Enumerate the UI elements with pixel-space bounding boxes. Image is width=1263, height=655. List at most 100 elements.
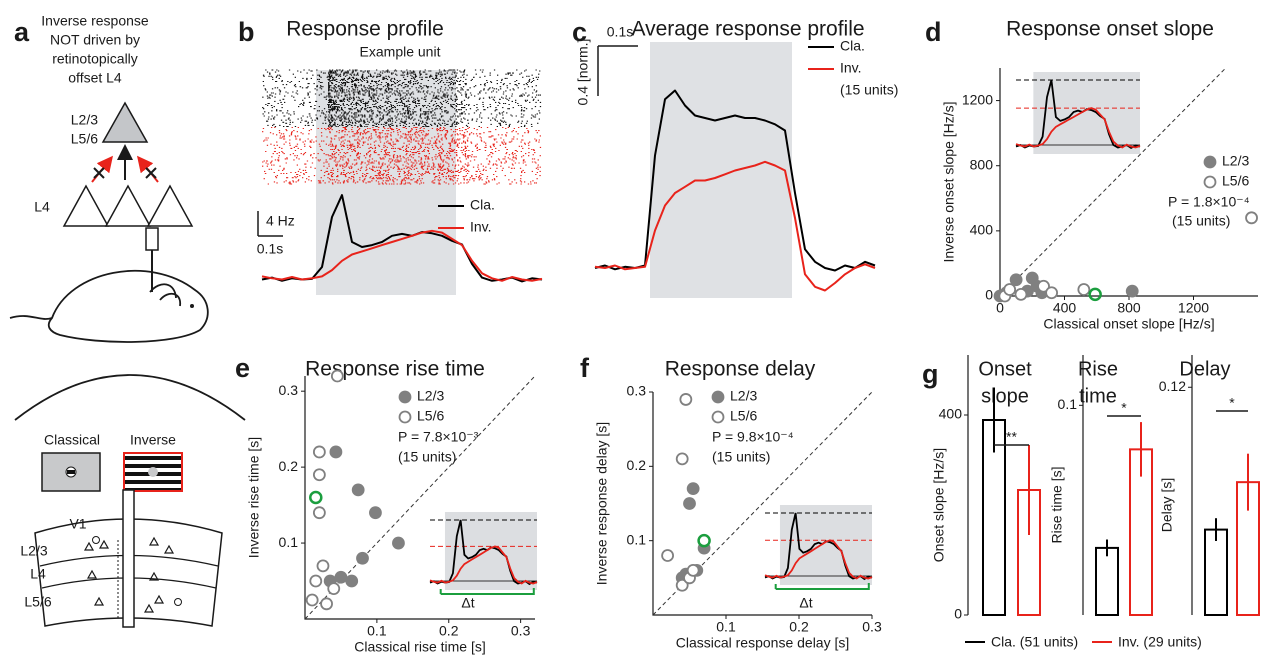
legend-marker <box>398 410 412 424</box>
chart-title: time <box>1079 385 1117 407</box>
legend-label: Inv. <box>470 219 492 235</box>
point <box>329 445 343 459</box>
stat-note: (15 units) <box>398 449 456 465</box>
x-tick-label: 800 <box>1117 300 1141 316</box>
inset-window <box>444 512 537 590</box>
point <box>345 574 359 588</box>
chart-title: Response profile <box>286 18 444 41</box>
inset-trace <box>429 545 538 585</box>
legend-marker <box>398 390 412 404</box>
legend-label: Inv. (29 units) <box>1118 634 1202 650</box>
legend-label: L5/6 <box>417 408 444 424</box>
inset-trace <box>1015 107 1141 149</box>
legend-marker <box>711 390 725 404</box>
significance-label: ** <box>1006 429 1017 445</box>
layer-label: L2/3 <box>20 543 47 559</box>
point <box>675 578 689 592</box>
x-axis-label: Classical response delay [s] <box>676 635 850 651</box>
unity-line <box>999 67 1227 297</box>
inset-window <box>1033 72 1140 154</box>
block-mark <box>93 167 157 179</box>
legend-label: Cla. (51 units) <box>991 634 1078 650</box>
stimulus-hole <box>148 467 158 477</box>
point <box>1045 286 1058 300</box>
stat-label: P = 9.8×10⁻⁴ <box>712 429 794 445</box>
cell-icon <box>83 536 175 613</box>
panel-letter: a <box>14 17 30 47</box>
x-tick-label: 0.2 <box>439 623 459 639</box>
point <box>1125 284 1139 298</box>
y-tick-label: 0.1 <box>627 531 647 547</box>
point <box>686 482 700 496</box>
y-axis-label: Delay [s] <box>1159 478 1175 532</box>
chart-title: Onset <box>978 358 1032 380</box>
stimulus-window <box>650 42 792 298</box>
point <box>1077 283 1091 296</box>
raster-cla <box>262 69 542 128</box>
significance-label: * <box>1121 400 1127 416</box>
example-unit <box>309 490 323 505</box>
x-tick-label: 0.1 <box>716 619 736 635</box>
x-tick-label: 0.1 <box>367 623 387 639</box>
neuron-l4 <box>146 184 194 227</box>
mouse <box>9 269 209 343</box>
chart-title: Delay <box>1179 358 1230 380</box>
legend-label: Cla. <box>840 38 865 54</box>
legend-marker <box>1203 175 1217 189</box>
x-axis-label: Classical rise time [s] <box>354 639 485 655</box>
raster-inv <box>262 126 542 185</box>
point <box>661 549 674 562</box>
point <box>679 393 693 406</box>
stimulus-label: Classical <box>44 432 100 448</box>
legend-note: (15 units) <box>840 82 898 98</box>
bar <box>1204 528 1228 616</box>
y-tick-label: 0.3 <box>627 383 647 399</box>
y-axis-label: Rise time [s] <box>1049 466 1065 543</box>
panel-letter: f <box>580 353 590 383</box>
point <box>312 506 326 520</box>
layer-label: L4 <box>30 566 46 582</box>
legend-label: Cla. <box>470 197 495 213</box>
y-tick-label: 0.3 <box>279 382 299 398</box>
y-tick-label: 400 <box>939 406 963 422</box>
caption-line: offset L4 <box>68 70 122 86</box>
chart-title: slope <box>981 385 1029 407</box>
probe <box>122 489 135 628</box>
y-tick-label: 0.2 <box>627 457 647 473</box>
ball <box>14 374 246 421</box>
cell-icon <box>92 536 100 544</box>
point <box>683 497 696 510</box>
legend-label: L5/6 <box>1222 173 1249 189</box>
neuron-top <box>101 101 149 143</box>
chart-title: Response onset slope <box>1006 18 1214 41</box>
point <box>392 536 405 550</box>
cell-icon <box>174 598 182 606</box>
layer-label: L5/6 <box>24 594 51 610</box>
panel-letter: d <box>925 17 942 47</box>
legend-label: L2/3 <box>1222 153 1249 169</box>
point <box>369 506 382 520</box>
scalebar-label: 0.1s <box>257 241 283 257</box>
layer-label: L2/3 <box>71 112 98 128</box>
scalebar-label: 0.4 [norm.] <box>575 39 591 106</box>
point <box>330 369 344 383</box>
legend-label: L5/6 <box>730 408 757 424</box>
point <box>312 468 326 482</box>
y-axis-label: Inverse rise time [s] <box>246 437 262 558</box>
x-tick-label: 0.3 <box>511 623 531 639</box>
y-tick-label: 1200 <box>962 91 993 107</box>
chart-title: Average response profile <box>631 18 864 41</box>
x-tick-label: 0 <box>996 300 1004 316</box>
delta-bracket <box>439 588 535 595</box>
scalebar-label: 4 Hz <box>266 213 295 229</box>
point <box>334 570 348 584</box>
significance-label: * <box>1229 395 1235 411</box>
x-tick-label: 0.2 <box>789 619 809 635</box>
chart-title: Response delay <box>665 358 816 381</box>
example-unit <box>697 533 711 548</box>
caption-line: Inverse response <box>41 13 149 29</box>
point <box>1003 283 1017 296</box>
point <box>351 483 365 497</box>
legend-label: Inv. <box>840 60 862 76</box>
y-tick-label: 0.12 <box>1159 378 1186 394</box>
